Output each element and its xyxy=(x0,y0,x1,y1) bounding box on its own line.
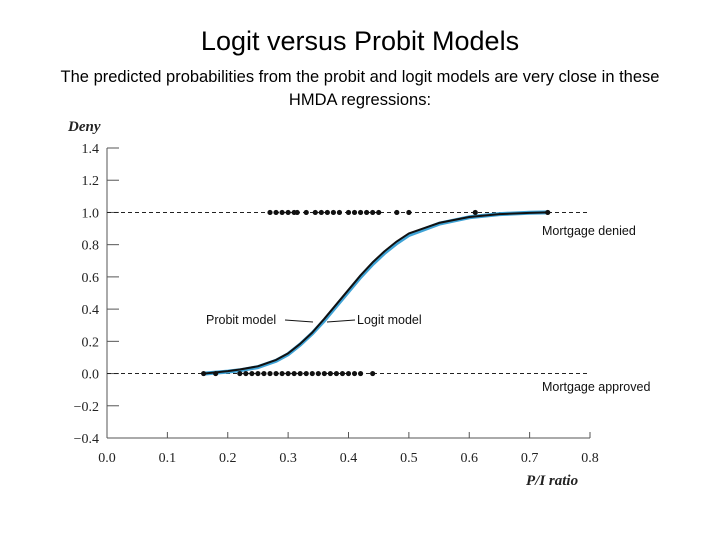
approved-annotation: Mortgage approved xyxy=(542,380,650,394)
point-denied xyxy=(318,209,324,216)
point-denied xyxy=(351,209,358,216)
point-denied xyxy=(324,209,330,216)
annotations: Probit model Logit model Mortgage denied Mo… xyxy=(206,224,650,394)
point-denied xyxy=(472,209,478,216)
probit-annotation: Probit model xyxy=(206,313,276,327)
y-tick-label: 0.4 xyxy=(82,303,100,318)
point-approved xyxy=(357,370,364,377)
x-tick-label: 0.7 xyxy=(521,451,539,466)
data-points xyxy=(201,209,551,377)
x-tick-label: 0.6 xyxy=(461,451,479,466)
point-denied xyxy=(303,209,309,216)
x-tick-label: 0.3 xyxy=(279,451,297,466)
point-approved xyxy=(243,370,249,377)
x-tick-label: 0.1 xyxy=(159,451,177,466)
point-approved xyxy=(333,370,340,377)
point-denied xyxy=(364,209,370,216)
probit-curve xyxy=(203,210,548,376)
point-denied xyxy=(370,209,376,216)
point-denied xyxy=(267,209,273,216)
y-tick-label: −0.2 xyxy=(74,400,99,415)
denied-annotation: Mortgage denied xyxy=(542,224,636,238)
point-approved xyxy=(303,370,309,377)
point-approved xyxy=(370,370,376,377)
point-approved xyxy=(285,370,291,377)
point-approved xyxy=(237,370,243,377)
point-denied xyxy=(312,209,318,216)
x-tick-label: 0.4 xyxy=(340,451,358,466)
y-tick-label: 0.6 xyxy=(82,271,100,286)
probit-leader xyxy=(284,319,314,323)
slide-title: Logit versus Probit Models xyxy=(200,26,520,56)
point-denied xyxy=(330,209,337,216)
point-approved xyxy=(315,370,321,377)
x-tick-label: 0.8 xyxy=(581,451,599,466)
point-denied xyxy=(273,209,279,216)
point-denied xyxy=(279,209,285,216)
logit-annotation: Logit model xyxy=(357,313,422,327)
x-axis-label: P/I ratio xyxy=(526,473,578,489)
point-approved xyxy=(291,370,297,377)
y-tick-label: 1.2 xyxy=(82,174,100,189)
logit-curve xyxy=(203,211,548,375)
point-denied xyxy=(545,209,551,216)
x-tick-label: 0.2 xyxy=(219,451,237,466)
y-tick-label: 1.4 xyxy=(82,142,100,157)
point-approved xyxy=(213,370,219,377)
x-tick-label: 0.5 xyxy=(400,451,418,466)
y-tick-label: 0.0 xyxy=(82,368,100,383)
point-approved xyxy=(273,370,279,377)
point-approved xyxy=(279,370,285,377)
slide-subtitle: The predicted probabilities from the pro… xyxy=(60,68,660,109)
point-denied xyxy=(345,209,352,216)
x-tick-label: 0.0 xyxy=(98,451,116,466)
y-tick-label: −0.4 xyxy=(74,432,99,447)
point-approved xyxy=(255,370,261,377)
point-approved xyxy=(339,370,346,377)
y-tick-label: 1.0 xyxy=(82,206,100,221)
y-tick-label: 0.2 xyxy=(82,335,100,350)
point-denied xyxy=(394,209,400,216)
point-approved xyxy=(309,370,315,377)
point-denied xyxy=(285,209,291,216)
point-approved xyxy=(201,370,207,377)
point-denied xyxy=(376,209,382,216)
point-denied xyxy=(336,209,343,216)
point-approved xyxy=(345,370,352,377)
point-approved xyxy=(249,370,255,377)
axes: 1.4 1.2 1.0 0.8 0.6 0.4 0.2 0.0 −0.2 −0.4 0.0 0.1 0.… xyxy=(67,119,599,489)
point-denied xyxy=(406,209,412,216)
series-lines xyxy=(203,210,548,376)
point-approved xyxy=(261,370,267,377)
y-axis-label: Deny xyxy=(67,119,101,135)
point-denied xyxy=(357,209,364,216)
point-approved xyxy=(351,370,358,377)
point-approved xyxy=(267,370,273,377)
point-approved xyxy=(327,370,333,377)
point-approved xyxy=(297,370,303,377)
point-denied xyxy=(294,209,300,216)
point-approved xyxy=(321,370,327,377)
y-tick-label: 0.8 xyxy=(82,239,100,254)
logit-leader xyxy=(326,319,356,323)
